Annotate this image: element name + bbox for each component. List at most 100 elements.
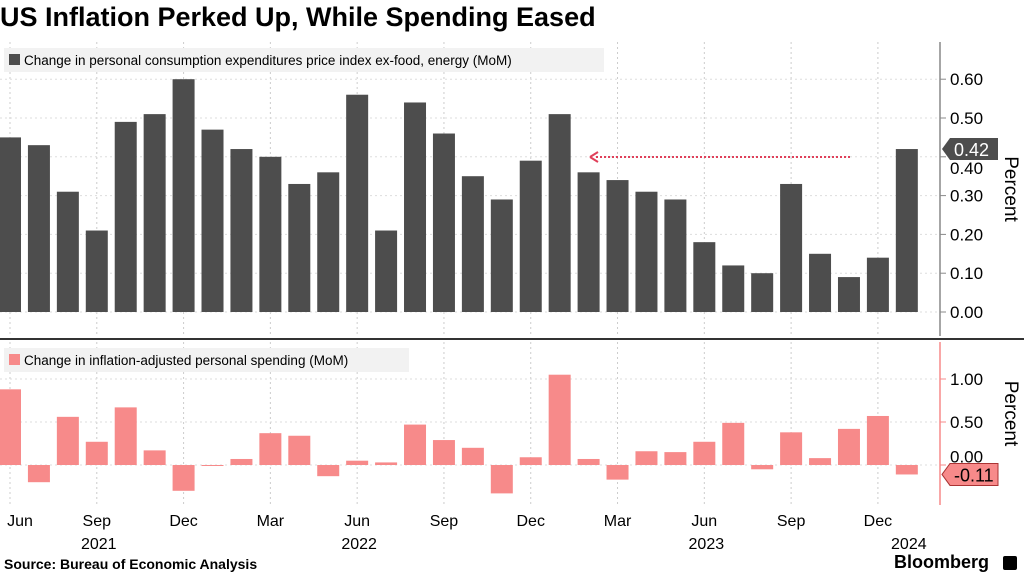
y-tick-label: 0.00 [950, 447, 983, 466]
bar [114, 407, 137, 465]
bar [56, 191, 79, 312]
y-tick-label: 0.50 [950, 413, 983, 432]
y-tick-label: 0.00 [950, 303, 983, 322]
bar [461, 176, 484, 312]
bar [722, 265, 745, 312]
bar [809, 458, 832, 465]
x-tick-label: Dec [169, 513, 197, 530]
bar [172, 465, 195, 491]
y-tick-label: 0.30 [950, 187, 983, 206]
bar [722, 422, 745, 465]
bar [693, 242, 716, 312]
y-tick-label: 0.60 [950, 70, 983, 89]
bar [317, 172, 340, 312]
bar [519, 160, 542, 312]
bar [259, 433, 282, 465]
legend-swatch [9, 354, 20, 365]
x-tick-label: Sep [777, 513, 806, 530]
bar [114, 121, 137, 312]
bloomberg-logo: Bloomberg [894, 552, 990, 572]
source-note: Source: Bureau of Economic Analysis [4, 556, 258, 572]
x-year-label: 2023 [689, 536, 725, 553]
bar [519, 457, 542, 465]
bar [606, 180, 629, 312]
bar [0, 389, 21, 465]
legend-label: Change in inflation-adjusted personal sp… [24, 353, 348, 368]
bar [606, 465, 629, 480]
x-tick-label: Sep [430, 513, 459, 530]
x-tick-label: Dec [864, 513, 892, 530]
last-value-label: -0.11 [954, 465, 994, 485]
bar [577, 458, 600, 465]
x-tick-label: Dec [517, 513, 545, 530]
bar [751, 273, 774, 312]
bar [317, 465, 340, 477]
bar [230, 149, 253, 312]
x-tick-label: Sep [83, 513, 112, 530]
bar [259, 156, 282, 312]
y-axis-label: Percent [1000, 156, 1021, 222]
bar [27, 465, 50, 483]
bar [837, 428, 860, 465]
bar [201, 129, 224, 312]
y-tick-label: 0.50 [950, 109, 983, 128]
bar [346, 94, 369, 312]
x-year-label: 2021 [81, 536, 117, 553]
last-value-label: 0.42 [954, 140, 989, 160]
bar [693, 441, 716, 465]
bar [85, 441, 108, 465]
last-value-badge [942, 138, 998, 161]
bar [375, 462, 398, 465]
x-year-label: 2022 [341, 536, 377, 553]
bar [172, 79, 195, 312]
y-tick-label: 0.20 [950, 225, 983, 244]
bar [404, 424, 427, 465]
legend-box [4, 348, 409, 372]
legend-label: Change in personal consumption expenditu… [24, 53, 512, 68]
bar [85, 230, 108, 312]
bar [548, 114, 571, 313]
legend-swatch [9, 54, 20, 65]
bloomberg-logo-icon [1003, 556, 1017, 570]
y-tick-label: 0.10 [950, 264, 983, 283]
bar [230, 458, 253, 465]
chart-title: US Inflation Perked Up, While Spending E… [0, 2, 596, 32]
bar [143, 450, 166, 465]
bar [866, 415, 889, 465]
bar [432, 440, 455, 465]
bar [432, 133, 455, 312]
bar [780, 183, 803, 312]
bar [635, 191, 658, 312]
last-value-badge [941, 462, 999, 486]
bar [664, 452, 687, 465]
bar [809, 253, 832, 312]
x-tick-label: Mar [604, 513, 632, 530]
bar [780, 432, 803, 465]
bar [56, 416, 79, 465]
bar [288, 183, 311, 312]
bar [664, 199, 687, 312]
legend-box [4, 48, 604, 72]
bar [27, 145, 50, 312]
bar [895, 149, 918, 312]
bar [490, 199, 513, 312]
bar [635, 451, 658, 465]
bar [461, 447, 484, 465]
bar [0, 137, 21, 312]
y-axis-label: Percent [1000, 381, 1021, 447]
bar [895, 465, 918, 475]
arrow-head-icon [589, 151, 599, 163]
bar [346, 460, 369, 465]
bar [143, 114, 166, 313]
bar [577, 172, 600, 312]
y-tick-label: 1.00 [950, 370, 983, 389]
bar [751, 465, 774, 470]
bar [837, 277, 860, 312]
x-tick-label: Jun [7, 513, 33, 530]
y-tick-label: 0.40 [950, 159, 983, 178]
bar [490, 465, 513, 494]
bar [288, 435, 311, 465]
x-tick-label: Jun [344, 513, 370, 530]
x-tick-label: Mar [257, 513, 285, 530]
